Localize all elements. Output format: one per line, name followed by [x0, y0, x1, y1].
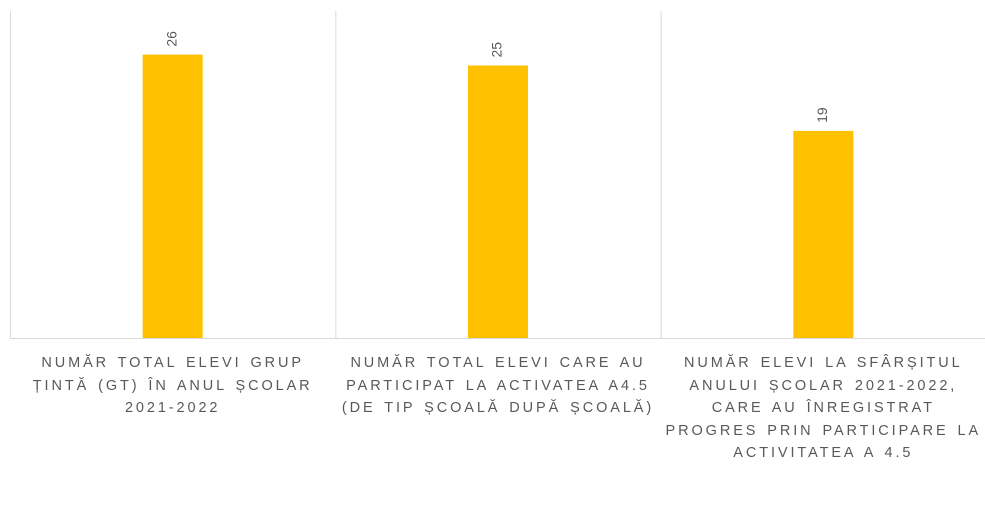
x-tick-label: NUMĂR TOTAL ELEVI CARE AU PARTICIPAT LA … — [341, 355, 655, 416]
data-label: 25 — [489, 42, 505, 58]
data-label: 19 — [814, 107, 830, 123]
x-tick-label: NUMĂR ELEVI LA SFÂRȘITUL ANULUI ȘCOLAR 2… — [665, 355, 982, 461]
bar — [793, 130, 854, 338]
bar — [468, 65, 528, 338]
bar — [142, 54, 203, 338]
x-tick-label: NUMĂR TOTAL ELEVI GRUP ȚINTĂ (GT) ÎN ANU… — [32, 355, 313, 416]
data-label: 26 — [163, 31, 179, 47]
